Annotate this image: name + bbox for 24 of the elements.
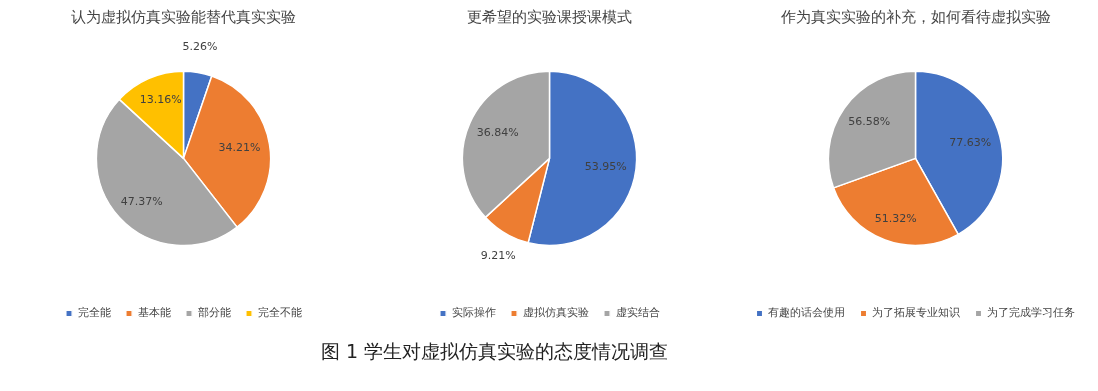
legend-label: 部分能: [197, 305, 231, 320]
data-label: 9.21%: [480, 249, 516, 263]
data-label: 34.21%: [218, 141, 261, 155]
chart-title: 作为真实实验的补充，如何看待虚拟实验: [779, 7, 1051, 26]
legend-label: 基本能: [137, 305, 171, 320]
legend-label: 完全不能: [257, 305, 302, 320]
legend-label: 虚拟仿真实验: [522, 305, 589, 320]
legend-label: 实际操作: [451, 305, 496, 320]
legend-label: 有趣的话会使用: [768, 305, 845, 320]
legend-label: 为了完成学习任务: [987, 305, 1075, 320]
data-label: 51.32%: [874, 211, 917, 225]
legend-label: 完全能: [77, 305, 111, 320]
caption: 图 1 学生对虚拟仿真实验的态度情况调查: [321, 339, 669, 362]
data-label: 5.26%: [182, 40, 218, 54]
data-label: 77.63%: [949, 135, 992, 149]
data-label: 13.16%: [139, 93, 182, 107]
data-label: 56.58%: [848, 115, 891, 129]
data-label: 47.37%: [120, 195, 163, 209]
data-label: 36.84%: [476, 126, 519, 140]
chart-title: 更希望的实验课授课模式: [467, 7, 632, 26]
chart-title: 认为虚拟仿真实验能替代真实实验: [71, 7, 296, 26]
data-label: 53.95%: [584, 159, 627, 173]
legend-label: 虚实结合: [615, 305, 660, 320]
legend-label: 为了拓展专业知识: [872, 305, 960, 320]
